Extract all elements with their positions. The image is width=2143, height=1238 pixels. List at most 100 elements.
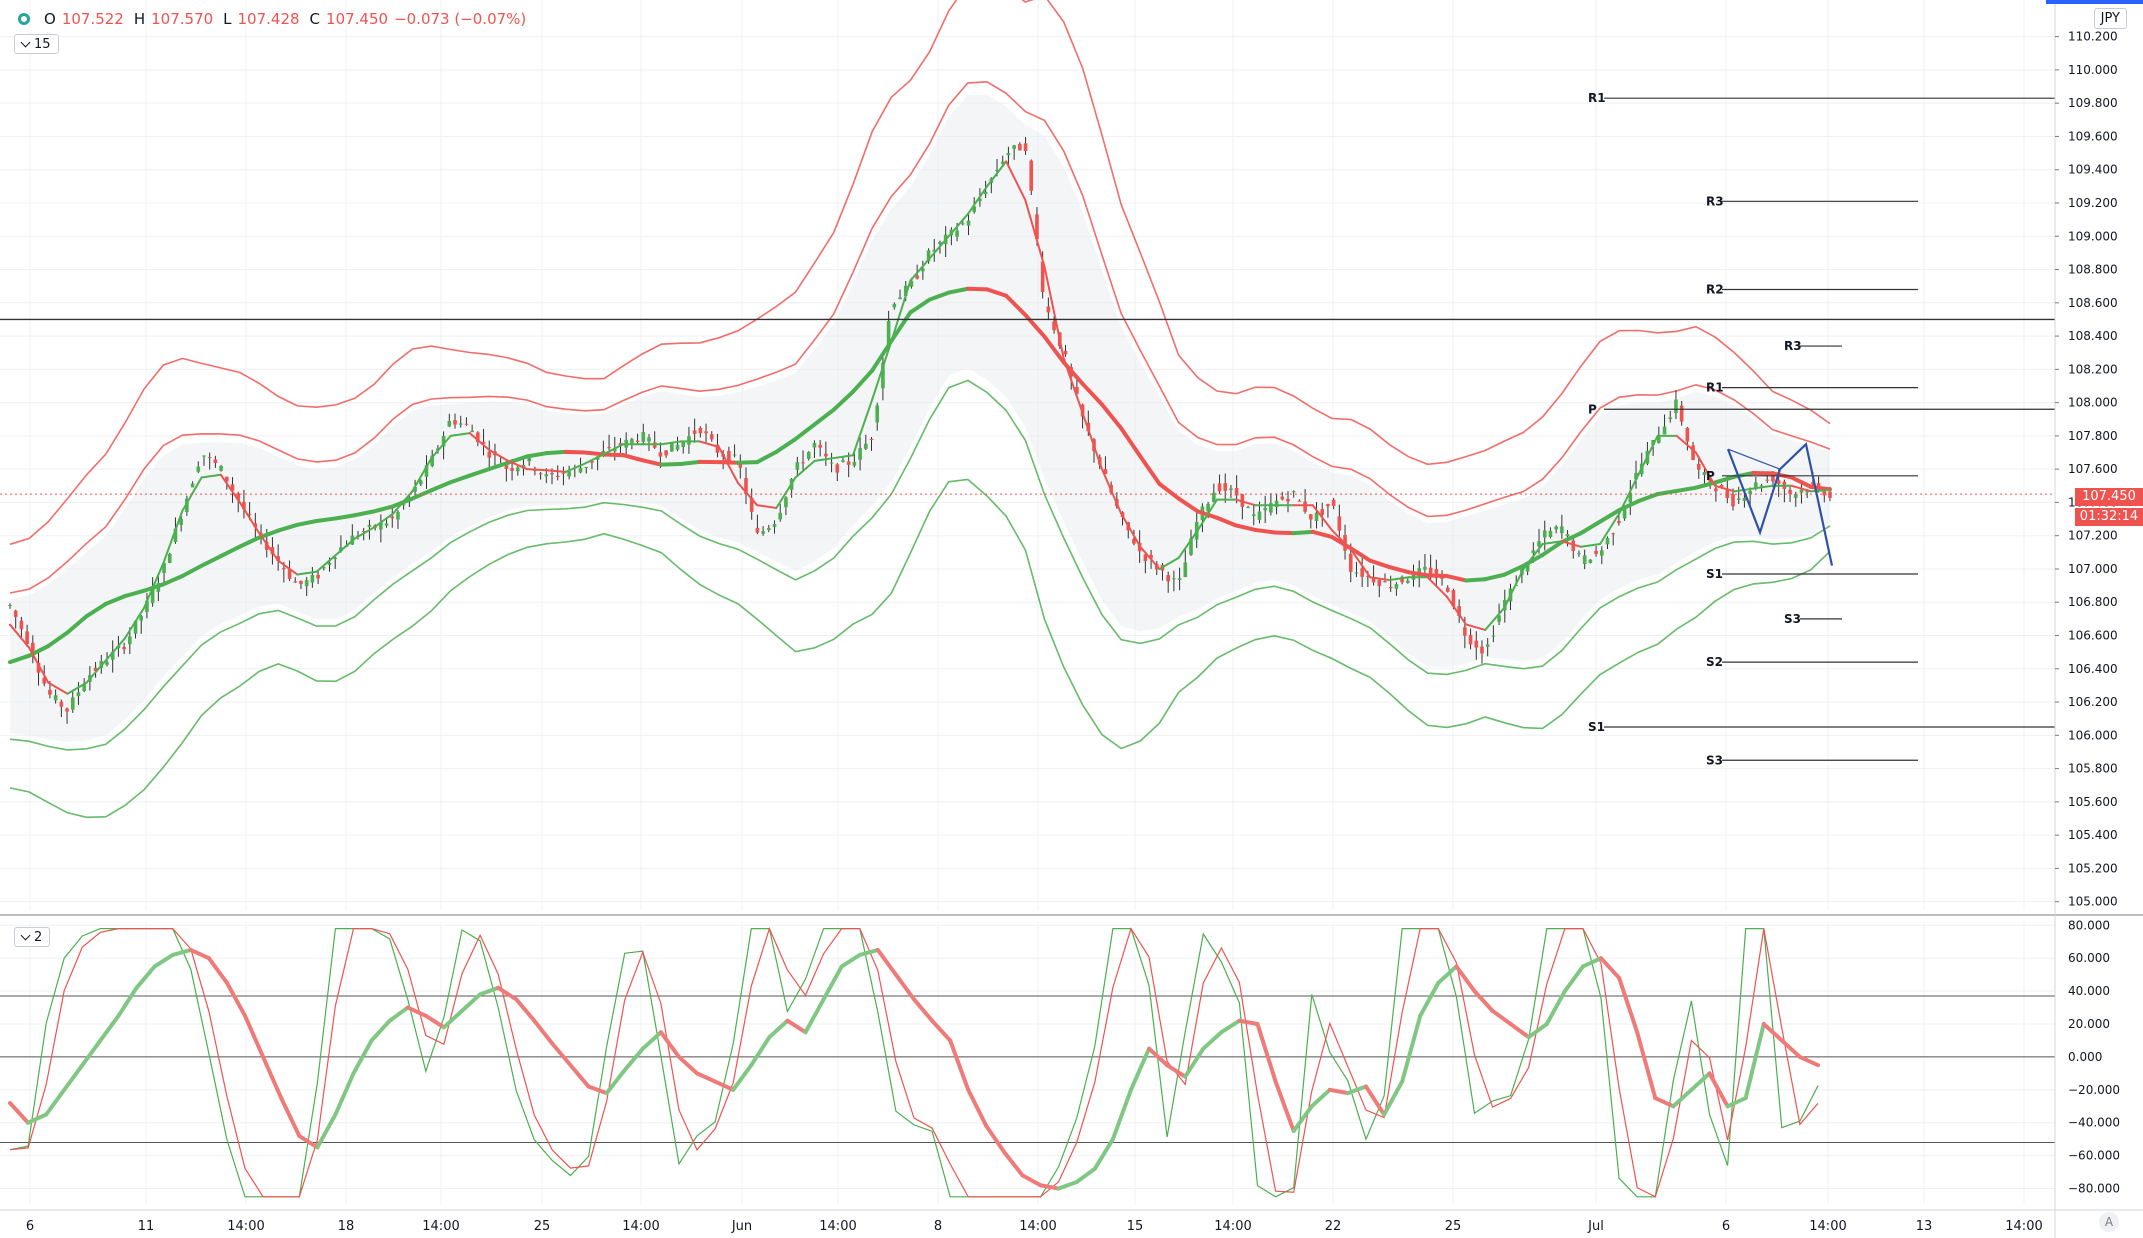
slow-ma: [621, 453, 645, 463]
fast-ma: [1101, 468, 1123, 515]
candle-body: [19, 620, 24, 630]
candle-body: [1668, 417, 1673, 419]
time-tick-label: 14:00: [622, 1219, 659, 1234]
candle-body: [1679, 405, 1684, 422]
candle-body: [698, 427, 703, 434]
osc-main-line: [930, 1018, 953, 1043]
candle-body: [1748, 490, 1752, 494]
candle-body: [824, 453, 828, 457]
candle-body: [464, 423, 469, 425]
osc-main-line: [26, 1112, 49, 1125]
slow-ma: [1483, 572, 1507, 582]
candle-body: [704, 431, 708, 434]
candle-body: [1023, 143, 1028, 151]
candle-body: [1257, 511, 1262, 520]
candle-body: [1617, 520, 1621, 524]
osc-main-line: [1725, 1096, 1748, 1109]
fast-ma: [1503, 567, 1525, 609]
osc-main-line: [80, 1038, 103, 1068]
osc-main-line: [713, 1079, 736, 1092]
candle-body: [772, 523, 777, 528]
candle-body: [1736, 498, 1741, 500]
fast-ma: [1579, 543, 1602, 548]
symbol-status-icon[interactable]: [18, 13, 30, 25]
slow-ma: [601, 452, 626, 458]
indicator-toggle-main[interactable]: 15: [14, 34, 59, 54]
slow-ma: [716, 460, 740, 465]
slow-ma: [199, 554, 223, 568]
currency-label[interactable]: JPY: [2093, 8, 2127, 29]
ohlc-change: −0.073 (−0.07%): [394, 10, 527, 28]
time-tick-label: 15: [1127, 1219, 1144, 1234]
price-tick-label: 108.800: [2068, 263, 2118, 277]
osc-main-line: [1653, 1096, 1676, 1109]
osc-main-line: [640, 1030, 663, 1051]
candle-body: [1793, 493, 1798, 498]
fast-ma: [487, 448, 510, 462]
osc-main-line: [1562, 964, 1585, 994]
slow-ma: [525, 451, 549, 459]
candle-body: [167, 553, 172, 563]
candle-body: [361, 531, 366, 533]
osc-tick-label: −80.000: [2068, 1182, 2120, 1196]
candle-body: [812, 442, 817, 448]
osc-main-line: [387, 1005, 410, 1023]
candle-body: [590, 460, 594, 463]
candle-body: [1000, 161, 1005, 164]
candle-body: [966, 220, 971, 226]
price-tick-label: 106.000: [2068, 728, 2118, 742]
slow-ma: [965, 286, 990, 292]
osc-main-line: [1128, 1046, 1152, 1092]
candle-body: [1571, 540, 1576, 551]
candle-body: [1012, 145, 1016, 149]
candle-body: [25, 631, 29, 644]
fast-ma: [162, 509, 184, 565]
candle-body: [76, 692, 81, 697]
fast-ma: [832, 454, 854, 460]
osc-main-line: [676, 1054, 700, 1076]
candle-body: [1816, 482, 1821, 488]
osc-main-line: [1327, 1087, 1350, 1096]
candle-body: [1474, 640, 1479, 648]
indicator-toggle-osc[interactable]: 2: [14, 927, 51, 947]
fast-ma: [85, 659, 107, 684]
ohlc-open-label: O: [44, 10, 56, 28]
candle-body: [1046, 306, 1051, 313]
candle-body: [1172, 578, 1176, 580]
candle-body: [1811, 482, 1815, 485]
candle-body: [1132, 538, 1136, 544]
fast-ma: [1388, 576, 1410, 582]
candle-body: [1542, 530, 1547, 538]
slow-ma: [1234, 523, 1258, 532]
fast-ma: [1445, 595, 1467, 626]
candle-body: [892, 303, 897, 308]
candle-body: [219, 465, 223, 471]
price-tick-label: 109.200: [2068, 196, 2118, 210]
candle-body: [1040, 261, 1045, 292]
candle-body: [1246, 507, 1250, 509]
slow-ma: [659, 462, 683, 467]
candle-body: [584, 466, 589, 468]
slow-ma: [237, 535, 262, 549]
fast-ma: [775, 476, 797, 509]
candle-body: [1320, 509, 1325, 515]
candle-body: [818, 444, 822, 448]
candle-body: [732, 454, 737, 456]
candle-body: [1280, 496, 1285, 500]
candle-body: [561, 472, 566, 474]
fast-ma: [526, 468, 548, 472]
fast-ma: [966, 185, 989, 216]
osc-tick-label: −60.000: [2068, 1149, 2120, 1163]
candle-body: [658, 452, 663, 457]
candle-body: [367, 524, 372, 527]
candle-body: [1166, 575, 1170, 582]
ohlc-low-label: L: [223, 10, 232, 28]
auto-scale-button[interactable]: A: [2099, 1212, 2119, 1232]
candle-body: [692, 430, 697, 434]
fast-ma: [28, 646, 50, 684]
osc-main-line: [297, 1133, 320, 1150]
fast-ma: [1541, 540, 1563, 546]
time-tick-label: 8: [934, 1219, 942, 1234]
